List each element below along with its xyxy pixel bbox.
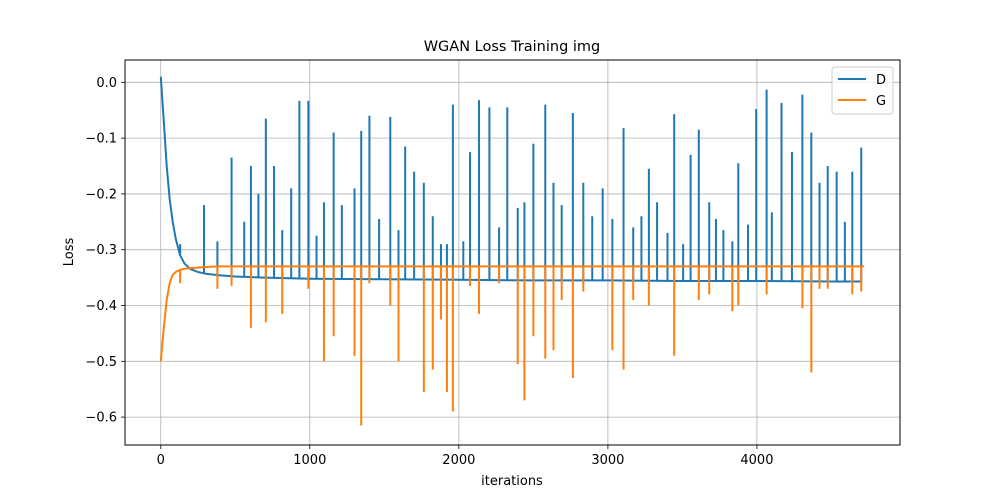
series-lines [159,76,865,426]
y-tick-label: 0.0 [96,76,117,91]
legend-label-g: G [876,94,886,109]
y-tick-label: −0.5 [85,355,117,370]
y-axis-label: Loss [62,238,77,267]
grid-lines [125,60,900,445]
plot-area-frame [124,59,901,446]
legend: D G [831,66,894,115]
x-axis-label: iterations [481,474,543,489]
chart-title: WGAN Loss Training img [424,39,601,55]
legend-label-d: D [876,73,886,88]
x-tick-label: 3000 [591,453,624,468]
y-tick-label: −0.1 [85,132,117,147]
series-d [159,76,863,283]
y-tick-label: −0.3 [85,243,117,258]
x-tick-label: 1000 [293,453,326,468]
y-tick-label: −0.6 [85,411,117,426]
x-axis-ticks: 0 1000 2000 3000 4000 [157,445,773,468]
y-tick-label: −0.2 [85,187,117,202]
x-tick-label: 0 [157,453,165,468]
series-g [159,265,865,426]
x-tick-label: 4000 [740,453,773,468]
series-line-g [159,265,865,362]
y-axis-ticks: 0.0 −0.1 −0.2 −0.3 −0.4 −0.5 −0.6 [85,76,125,426]
y-tick-label: −0.4 [85,299,117,314]
x-tick-label: 2000 [442,453,475,468]
